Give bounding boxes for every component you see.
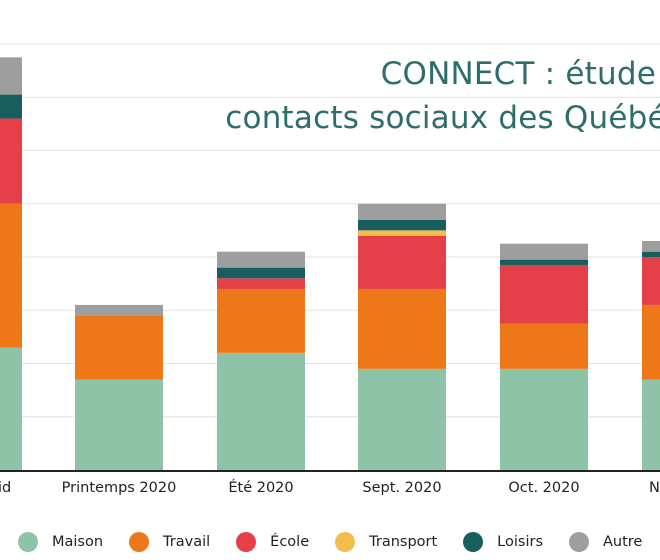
legend-label: Autre [603, 534, 643, 550]
bar-segment [642, 257, 660, 305]
bar-segment [500, 264, 588, 324]
bar-segment [0, 57, 22, 95]
legend-item: Maison [18, 532, 103, 552]
legend-label: Loisirs [497, 534, 543, 550]
bar-stack [0, 57, 22, 470]
chart-title-line-1: CONNECT : étude [380, 56, 656, 92]
bar-segment [0, 203, 22, 348]
bar-segment [642, 241, 660, 252]
bar-segment [217, 267, 305, 279]
legend-item: Travail [129, 532, 210, 552]
bar-segment [217, 278, 305, 289]
bar-stack [500, 243, 588, 470]
bar-segment [500, 323, 588, 369]
bar-segment [0, 94, 22, 119]
legend-swatch [236, 532, 257, 552]
bar-stack [217, 251, 305, 470]
x-tick-label: Été 2020 [228, 480, 294, 496]
legend-item: École [236, 532, 309, 552]
bar-segment [358, 230, 446, 236]
legend-label: Maison [52, 534, 104, 550]
bar-segment [358, 219, 446, 231]
legend: Maison Travail École Transport Loisirs A… [18, 532, 660, 552]
bar-segment [358, 288, 446, 369]
bar-stack [642, 241, 660, 470]
legend-swatch [335, 532, 356, 552]
bar-segment [75, 315, 163, 380]
x-tick-label: Oct. 2020 [508, 480, 580, 496]
legend-item: Autre [569, 532, 642, 552]
bar-stack [75, 304, 163, 470]
legend-item: Loisirs [463, 532, 543, 552]
chart-title-line-2: contacts sociaux des Québéc [225, 100, 660, 136]
bar-segment [642, 251, 660, 257]
legend-label: Travail [163, 534, 211, 550]
bar-stack [358, 203, 446, 470]
bar-segment [500, 243, 588, 260]
bar-segment [0, 118, 22, 204]
bar-segment [75, 304, 163, 316]
legend-label: Transport [369, 534, 438, 550]
bar-segment [642, 379, 660, 470]
bar-segment [358, 235, 446, 289]
legend-swatch [463, 532, 484, 552]
x-tick-label: N [649, 480, 660, 496]
bar-segment [500, 368, 588, 470]
bar-segment [0, 347, 22, 470]
bar-segment [75, 379, 163, 470]
legend-swatch [18, 532, 38, 552]
x-tick-label: id [0, 480, 12, 496]
bar-segment [642, 304, 660, 380]
legend-swatch [129, 532, 150, 552]
x-tick-label: Sept. 2020 [362, 480, 442, 496]
bar-segment [217, 251, 305, 268]
bar-segment [358, 368, 446, 470]
legend-item: Transport [335, 532, 437, 552]
bar-segment [217, 288, 305, 353]
bar-segment [500, 259, 588, 265]
x-tick-label: Printemps 2020 [61, 480, 177, 496]
legend-label: École [270, 534, 310, 550]
bar-stacks [0, 57, 660, 470]
legend-swatch [569, 532, 589, 552]
bar-segment [358, 203, 446, 220]
bar-segment [217, 352, 305, 470]
